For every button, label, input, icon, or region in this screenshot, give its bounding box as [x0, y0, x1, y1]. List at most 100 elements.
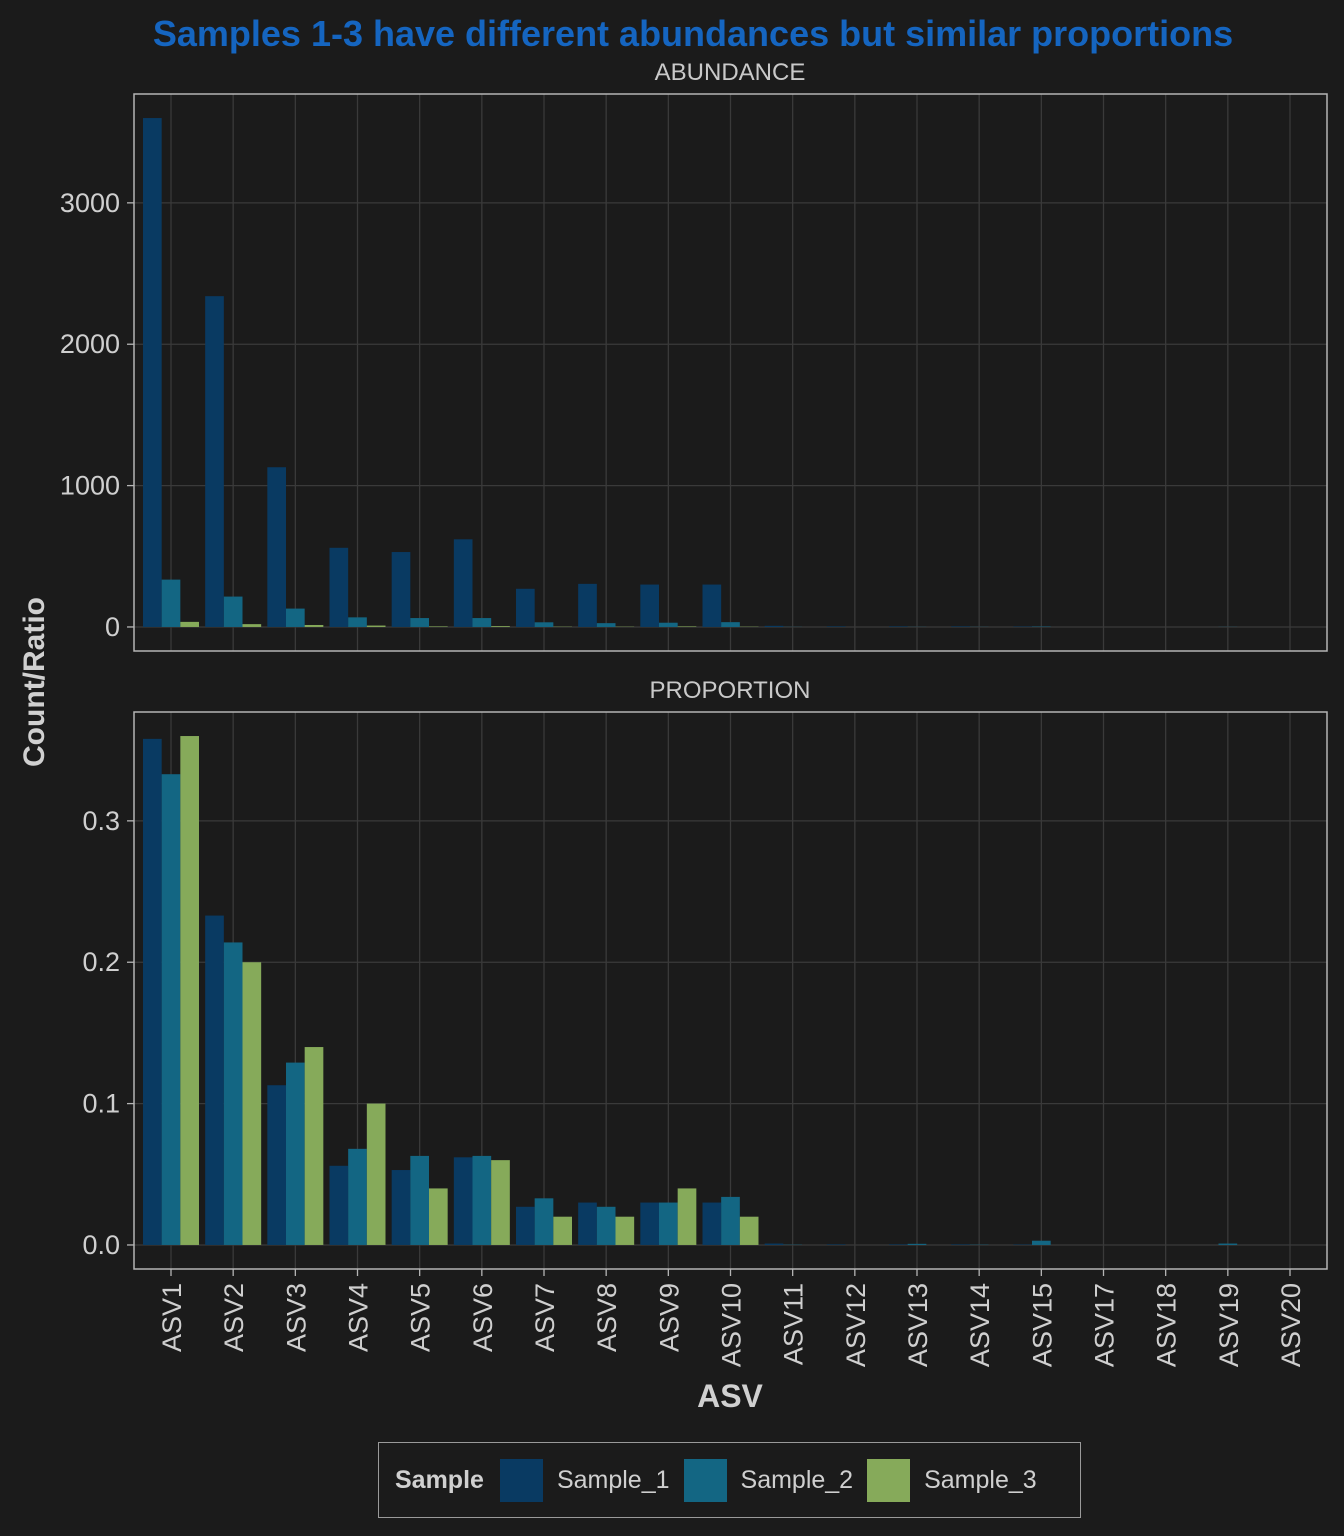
bar-sample-1-asv13	[889, 1244, 908, 1245]
bar-sample-1-asv3	[267, 1085, 286, 1245]
bar-sample-2-asv2	[223, 596, 243, 627]
x-tick-label: ASV6	[468, 1283, 498, 1352]
bar-sample-1-asv4	[329, 547, 349, 627]
bar-sample-1-asv1	[143, 738, 162, 1245]
y-tick-label: 3000	[60, 188, 120, 218]
bar-sample-2-asv4	[348, 1148, 367, 1245]
x-tick-label: ASV4	[344, 1283, 374, 1352]
bar-sample-1-asv9	[640, 584, 659, 627]
bar-sample-2-asv3	[286, 608, 305, 627]
y-tick-label: 0.2	[82, 947, 120, 977]
panel-label-proportion: PROPORTION	[650, 677, 811, 704]
bar-sample-2-asv8	[596, 623, 616, 627]
x-tick-label: ASV10	[717, 1283, 747, 1367]
bar-sample-1-asv2	[205, 915, 224, 1245]
x-tick-label: ASV13	[903, 1283, 933, 1367]
bar-sample-2-asv6	[472, 618, 492, 627]
bar-sample-1-asv1	[143, 118, 162, 627]
bar-sample-2-asv1	[161, 774, 181, 1245]
legend-title: Sample	[395, 1465, 484, 1494]
y-tick-label: 0.3	[82, 806, 120, 836]
bar-sample-3-asv5	[429, 1188, 448, 1245]
y-axis-label: Count/Ratio	[18, 597, 51, 767]
bar-sample-3-asv10	[739, 1216, 759, 1245]
bar-sample-1-asv11	[764, 1243, 784, 1245]
bar-sample-2-asv1	[161, 579, 181, 627]
bar-sample-1-asv12	[826, 626, 846, 627]
bar-sample-3-asv4	[366, 1103, 386, 1245]
bar-sample-1-asv3	[267, 467, 286, 627]
x-axis-label: ASV	[697, 1378, 763, 1414]
bar-sample-1-asv10	[702, 584, 722, 627]
bar-sample-1-asv6	[453, 1157, 473, 1245]
bar-sample-2-asv5	[410, 1155, 429, 1245]
x-tick-label: ASV3	[281, 1283, 311, 1352]
bar-sample-3-asv6	[491, 1160, 510, 1245]
bar-sample-3-asv2	[242, 624, 262, 627]
legend-label-sample-1: Sample_1	[556, 1465, 670, 1494]
bar-sample-1-asv10	[702, 1202, 722, 1245]
bar-sample-1-asv9	[640, 1202, 659, 1245]
panel-frame	[133, 93, 1328, 652]
bar-sample-3-asv8	[615, 1216, 635, 1245]
legend-item-sample-2: Sample_2	[683, 1458, 854, 1502]
legend-key-sample-2	[683, 1458, 727, 1502]
bar-sample-3-asv1	[180, 621, 199, 627]
bar-sample-1-asv13	[889, 626, 908, 627]
chart-canvas: Samples 1-3 have different abundances bu…	[18, 13, 1328, 1414]
bar-sample-2-asv10	[721, 1196, 740, 1245]
bar-sample-2-asv4	[348, 617, 367, 627]
y-tick-label: 0.0	[82, 1230, 120, 1260]
x-tick-label: ASV7	[530, 1283, 560, 1352]
bar-sample-3-asv5	[429, 626, 448, 627]
bar-sample-2-asv7	[534, 1198, 554, 1245]
bar-sample-2-asv9	[659, 622, 678, 627]
bar-sample-3-asv3	[304, 1047, 324, 1245]
chart-title: Samples 1-3 have different abundances bu…	[153, 13, 1233, 54]
y-tick-label: 1000	[60, 471, 120, 501]
bar-sample-1-asv12	[826, 1244, 846, 1245]
bar-sample-2-asv9	[659, 1202, 678, 1245]
bar-sample-2-asv19	[1218, 1243, 1238, 1245]
bar-sample-1-asv11	[764, 625, 784, 627]
bar-sample-3-asv6	[491, 626, 510, 627]
bar-sample-1-asv4	[329, 1165, 349, 1245]
y-tick-label: 2000	[60, 329, 120, 359]
y-tick-label: 0.1	[82, 1089, 120, 1119]
bar-sample-3-asv9	[677, 1188, 697, 1245]
bar-sample-1-asv6	[453, 539, 473, 627]
bar-sample-3-asv3	[304, 624, 324, 627]
bar-sample-2-asv7	[534, 622, 554, 627]
x-tick-label: ASV2	[219, 1283, 249, 1352]
legend-label-sample-3: Sample_3	[924, 1465, 1037, 1494]
bar-sample-2-asv15	[1032, 1240, 1051, 1245]
bar-sample-1-asv14	[951, 626, 970, 627]
x-tick-label: ASV11	[779, 1283, 809, 1365]
x-tick-label: ASV9	[654, 1283, 684, 1352]
bar-sample-3-asv2	[242, 962, 262, 1245]
bar-sample-3-asv1	[180, 736, 199, 1245]
panel-proportion: 0.0 0.1 0.2 0.3	[82, 711, 1328, 1270]
bar-sample-2-asv5	[410, 618, 429, 627]
bar-sample-1-asv14	[951, 1244, 970, 1245]
bar-sample-1-asv8	[578, 583, 597, 627]
x-tick-label: ASV12	[841, 1283, 871, 1367]
bar-sample-2-asv13	[907, 1243, 927, 1245]
legend-key-sample-1	[499, 1458, 543, 1502]
x-tick-label: ASV17	[1090, 1283, 1120, 1367]
bar-sample-2-asv3	[286, 1062, 305, 1245]
bar-sample-3-asv4	[366, 625, 386, 627]
y-tick-label: 0	[105, 612, 120, 642]
bar-sample-1-asv5	[391, 552, 411, 627]
x-tick-label: ASV8	[592, 1283, 622, 1352]
legend-item-sample-3: Sample_3	[867, 1458, 1037, 1502]
legend-key-sample-3	[867, 1458, 911, 1502]
bar-sample-1-asv7	[516, 588, 535, 627]
panel-label-abundance: ABUNDANCE	[655, 59, 806, 86]
bar-sample-2-asv6	[472, 1155, 492, 1245]
bar-sample-1-asv8	[578, 1202, 597, 1245]
x-tick-label: ASV20	[1276, 1283, 1306, 1367]
legend: Sample Sample_1 Sample_2 Sample_3	[378, 1442, 1081, 1518]
legend-label-sample-2: Sample_2	[740, 1465, 854, 1494]
bar-sample-2-asv10	[721, 622, 740, 627]
